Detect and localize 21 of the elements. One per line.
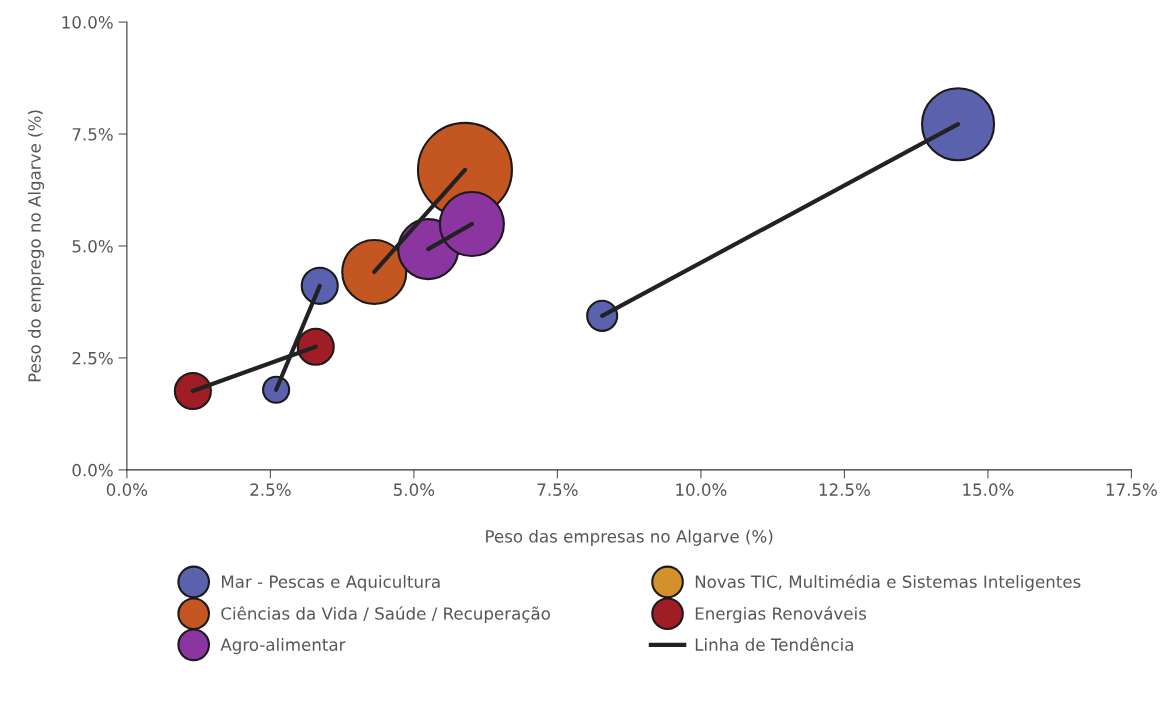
- y-tick-label: 7.5%: [72, 128, 113, 141]
- x-axis-title: Peso das empresas no Algarve (%): [486, 529, 773, 546]
- x-tick-label: 10.0%: [676, 483, 727, 496]
- legend-label: Linha de Tendência: [695, 637, 853, 651]
- y-tick-label: 2.5%: [72, 351, 113, 365]
- x-tick-label: 17.5%: [1106, 483, 1157, 496]
- y-tick-label: 0.0%: [72, 463, 113, 477]
- legend-label: Novas TIC, Multimédia e Sistemas Inteligentes: [695, 574, 1081, 592]
- x-tick-label: 15.0%: [963, 483, 1014, 496]
- x-tick-label: 12.5%: [819, 483, 870, 496]
- legend-label: Mar - Pescas e Aquicultura: [221, 575, 440, 592]
- x-tick-label: 7.5%: [537, 483, 578, 496]
- legend-label: Agro-alimentar: [220, 638, 346, 655]
- y-tick-label: 10.0%: [62, 16, 113, 29]
- legend-label: Ciências da Vida / Saúde / Recuperação: [221, 606, 550, 624]
- legend-label: Energias Renováveis: [695, 606, 867, 624]
- y-tick-label: 5.0%: [72, 239, 113, 253]
- x-tick-label: 5.0%: [394, 483, 435, 496]
- x-tick-label: 2.5%: [250, 483, 291, 496]
- y-axis-title: Peso do emprego no Algarve (%): [27, 110, 45, 382]
- x-tick-label: 0.0%: [106, 483, 148, 496]
